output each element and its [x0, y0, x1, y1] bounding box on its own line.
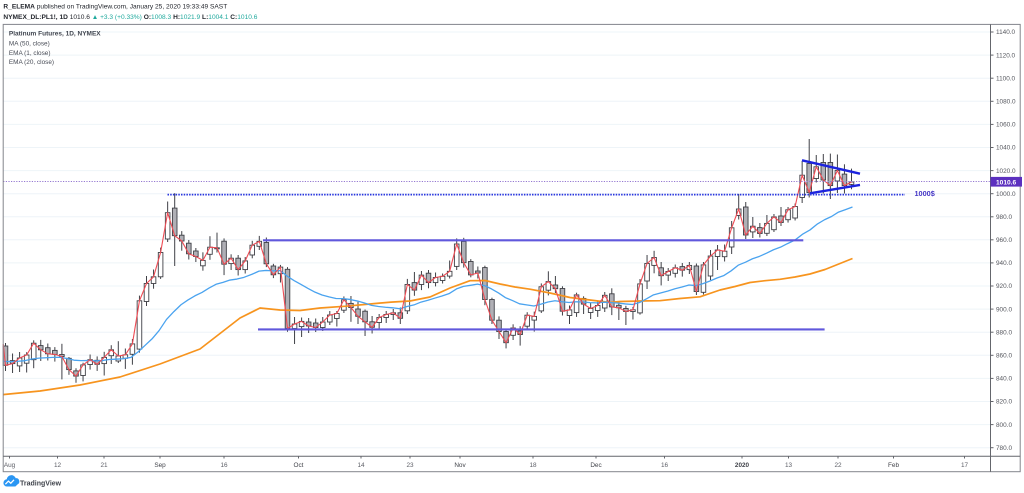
- svg-text:960.0: 960.0: [996, 237, 1012, 244]
- svg-text:Dec: Dec: [590, 462, 602, 469]
- svg-text:17: 17: [961, 462, 969, 469]
- svg-text:1140.0: 1140.0: [996, 29, 1016, 36]
- svg-text:1120.0: 1120.0: [996, 52, 1016, 59]
- svg-text:1080.0: 1080.0: [996, 99, 1016, 106]
- svg-text:Feb: Feb: [888, 462, 899, 469]
- svg-text:22: 22: [834, 462, 842, 469]
- svg-text:880.0: 880.0: [996, 329, 1012, 336]
- svg-text:Sep: Sep: [154, 462, 166, 469]
- svg-text:1100.0: 1100.0: [996, 75, 1016, 82]
- svg-text:840.0: 840.0: [996, 376, 1012, 383]
- svg-text:MA (50, close): MA (50, close): [9, 41, 50, 48]
- svg-text:14: 14: [357, 462, 365, 469]
- svg-text:1000.0: 1000.0: [996, 191, 1016, 198]
- svg-text:980.0: 980.0: [996, 214, 1012, 221]
- svg-text:Aug: Aug: [4, 462, 16, 469]
- svg-text:TradingView: TradingView: [20, 480, 62, 487]
- svg-text:23: 23: [406, 462, 414, 469]
- svg-text:16: 16: [220, 462, 228, 469]
- svg-text:EMA (20, close): EMA (20, close): [9, 59, 54, 66]
- svg-text:900.0: 900.0: [996, 306, 1012, 313]
- svg-text:16: 16: [661, 462, 669, 469]
- svg-text:EMA (1, close): EMA (1, close): [9, 50, 51, 57]
- svg-text:940.0: 940.0: [996, 260, 1012, 267]
- svg-text:780.0: 780.0: [996, 445, 1012, 452]
- svg-text:Oct: Oct: [294, 462, 304, 469]
- svg-text:21: 21: [100, 462, 108, 469]
- svg-text:2020: 2020: [735, 462, 750, 469]
- svg-text:NYMEX_DL:PL1!, 1D 1010.6 ▲ +3.: NYMEX_DL:PL1!, 1D 1010.6 ▲ +3.3 (+0.33%)…: [3, 14, 257, 21]
- svg-text:Platinum Futures, 1D, NYMEX: Platinum Futures, 1D, NYMEX: [9, 31, 101, 38]
- svg-text:12: 12: [54, 462, 62, 469]
- svg-text:1010.6: 1010.6: [996, 179, 1017, 186]
- svg-text:860.0: 860.0: [996, 353, 1012, 360]
- svg-text:800.0: 800.0: [996, 422, 1012, 429]
- svg-text:920.0: 920.0: [996, 283, 1012, 290]
- svg-text:18: 18: [529, 462, 537, 469]
- svg-text:1040.0: 1040.0: [996, 145, 1016, 152]
- svg-text:1060.0: 1060.0: [996, 122, 1016, 129]
- svg-text:820.0: 820.0: [996, 399, 1012, 406]
- svg-text:1020.0: 1020.0: [996, 168, 1016, 175]
- svg-text:R_ELEMA published on TradingVi: R_ELEMA published on TradingView.com, Ja…: [3, 4, 227, 11]
- svg-text:13: 13: [785, 462, 793, 469]
- svg-text:Nov: Nov: [454, 462, 466, 469]
- svg-text:1000$: 1000$: [915, 189, 935, 198]
